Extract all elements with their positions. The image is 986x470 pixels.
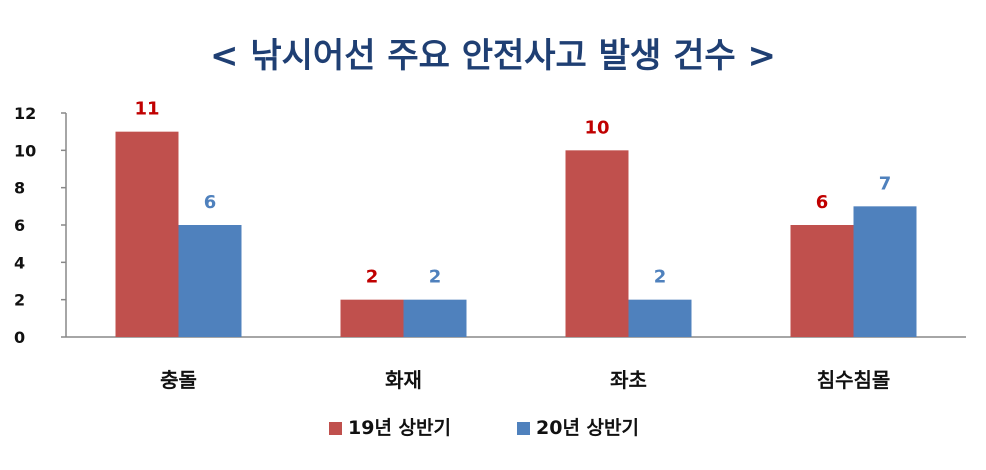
- y-tick-label-6: 6: [14, 216, 25, 235]
- bar-2-3: [628, 299, 692, 337]
- data-label-1-4: 6: [816, 192, 829, 213]
- y-tick-label-12: 12: [14, 104, 36, 123]
- bar-1-2: [340, 299, 404, 337]
- legend-swatch-2: [517, 422, 530, 435]
- bar-1-1: [115, 131, 179, 337]
- x-tick-label-3: 좌초: [610, 368, 647, 392]
- bar-2-4: [853, 206, 917, 337]
- legend-label-2: 20년 상반기: [536, 417, 639, 439]
- x-tick-label-2: 화재: [385, 368, 422, 392]
- y-tick-label-8: 8: [14, 179, 25, 198]
- bar-1-4: [790, 225, 854, 337]
- data-label-1-2: 2: [366, 267, 379, 288]
- legend-label-1: 19년 상반기: [348, 417, 451, 439]
- bar-1-3: [565, 150, 629, 337]
- data-label-2-3: 2: [654, 267, 667, 288]
- data-label-2-1: 6: [204, 192, 217, 213]
- bar-2-1: [178, 225, 242, 337]
- chart-title: < 낚시어선 주요 안전사고 발생 건수 >: [210, 36, 776, 76]
- y-tick-label-0: 0: [14, 328, 25, 347]
- y-tick-label-4: 4: [14, 253, 25, 272]
- data-label-1-3: 10: [584, 117, 609, 138]
- x-tick-label-4: 침수침몰: [817, 368, 891, 392]
- y-tick-label-2: 2: [14, 291, 25, 310]
- y-tick-label-10: 10: [14, 141, 36, 160]
- bar-2-2: [403, 299, 467, 337]
- data-label-1-1: 11: [134, 99, 159, 120]
- legend-swatch-1: [329, 422, 342, 435]
- x-tick-label-1: 충돌: [160, 368, 197, 392]
- data-label-2-4: 7: [879, 173, 892, 194]
- data-label-2-2: 2: [429, 267, 442, 288]
